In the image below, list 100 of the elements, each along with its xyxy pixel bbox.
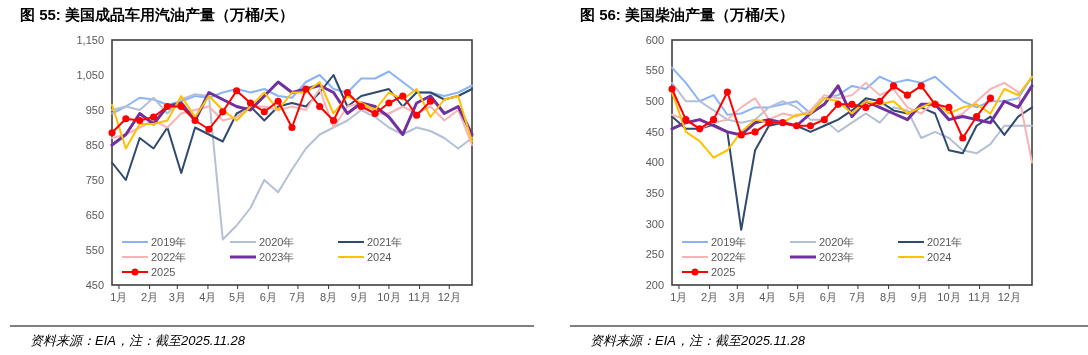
text: 资料来源：EIA，注：截至2025.11.28 [30, 333, 246, 348]
y-tick-label: 1,050 [76, 68, 104, 81]
point [876, 97, 884, 105]
x-tick-label: 5月 [789, 291, 807, 303]
point [751, 128, 759, 136]
point [737, 131, 745, 139]
legend-label: 2025 [711, 265, 736, 278]
point [426, 97, 435, 105]
legend-label: 2024 [927, 250, 952, 263]
y-tick-label: 950 [85, 103, 104, 116]
legend-label: 2025 [151, 265, 176, 278]
x-tick-label: 9月 [350, 291, 368, 303]
y-tick-label: 750 [85, 173, 104, 186]
point [399, 92, 407, 100]
legend-label: 2019年 [711, 235, 747, 248]
y-tick-label: 550 [645, 64, 664, 77]
point [288, 123, 296, 132]
line-series [671, 97, 1033, 231]
y-tick-label: 350 [645, 186, 664, 199]
chart-title: 图 56: 美国柴油产量（万桶/天） [580, 6, 795, 23]
line-series [111, 74, 473, 181]
point [848, 100, 856, 108]
legend-label: 2023年 [819, 250, 855, 263]
y-tick-label: 200 [645, 278, 664, 291]
legend-label: 2020年 [259, 235, 295, 248]
x-tick-label: 4月 [759, 291, 777, 303]
chart-title: 图 55: 美国成品车用汽油产量（万桶/天） [20, 6, 295, 23]
point [986, 94, 995, 102]
y-tick-label: 850 [85, 138, 104, 151]
point [177, 102, 185, 111]
point [329, 116, 338, 125]
y-tick-label: 400 [645, 156, 664, 169]
point [793, 122, 801, 130]
y-tick-label: 300 [645, 217, 664, 230]
y-tick-label: 550 [85, 243, 104, 256]
point [219, 108, 227, 116]
text: 资料来源：EIA，注：截至2025.11.28 [590, 333, 806, 348]
legend-label: 2023年 [259, 250, 295, 263]
point [136, 116, 144, 125]
legend-label: 2024 [367, 250, 392, 263]
y-tick-label: 450 [645, 125, 664, 138]
point [931, 100, 939, 108]
y-tick-label: 1,150 [76, 33, 104, 46]
point [205, 125, 213, 133]
point [163, 102, 171, 111]
y-tick-label: 650 [85, 208, 104, 221]
point [959, 134, 967, 142]
point [917, 82, 925, 90]
point [233, 87, 241, 95]
point [246, 99, 255, 107]
point [385, 99, 393, 107]
x-tick-label: 1月 [670, 291, 688, 303]
x-tick-label: 9月 [910, 291, 928, 303]
point [316, 102, 324, 111]
y-tick-label: 600 [645, 33, 664, 46]
x-tick-label: 2月 [141, 291, 159, 303]
x-tick-label: 8月 [320, 291, 338, 303]
legend-label: 2021年 [927, 235, 963, 248]
legend-label: 2019年 [151, 235, 187, 248]
point [371, 109, 379, 118]
point [834, 100, 842, 108]
point [108, 129, 116, 137]
x-tick-label: 4月 [199, 291, 217, 303]
point [357, 102, 365, 111]
legend-label: 2021年 [367, 235, 403, 248]
point [343, 88, 351, 97]
point [862, 103, 870, 111]
x-tick-label: 12月 [437, 291, 461, 303]
point [274, 97, 282, 105]
point [945, 103, 953, 111]
x-tick-label: 10月 [937, 291, 961, 303]
x-tick-label: 1月 [110, 291, 128, 303]
x-tick-label: 10月 [377, 291, 401, 303]
x-tick-label: 11月 [408, 291, 431, 303]
x-tick-label: 3月 [728, 291, 746, 303]
point [820, 116, 828, 124]
point [806, 122, 815, 130]
point [973, 113, 981, 121]
x-tick-label: 11月 [968, 291, 991, 303]
point [413, 111, 421, 119]
point [903, 91, 911, 99]
point [709, 116, 718, 124]
point [302, 85, 310, 93]
x-tick-label: 2月 [701, 291, 719, 303]
legend-label: 2022年 [151, 250, 187, 263]
x-tick-label: 8月 [880, 291, 898, 303]
point [668, 85, 676, 93]
point [696, 125, 704, 133]
x-tick-label: 12月 [997, 291, 1021, 303]
line-series [671, 66, 1033, 116]
y-tick-label: 450 [85, 278, 104, 291]
x-tick-label: 7月 [849, 291, 867, 303]
point [682, 116, 690, 124]
x-tick-label: 3月 [168, 291, 186, 303]
point [149, 113, 158, 121]
x-tick-label: 5月 [229, 291, 247, 303]
legend-label: 2020年 [819, 235, 855, 248]
point [191, 116, 199, 125]
point [723, 88, 731, 96]
y-tick-label: 250 [645, 248, 664, 261]
